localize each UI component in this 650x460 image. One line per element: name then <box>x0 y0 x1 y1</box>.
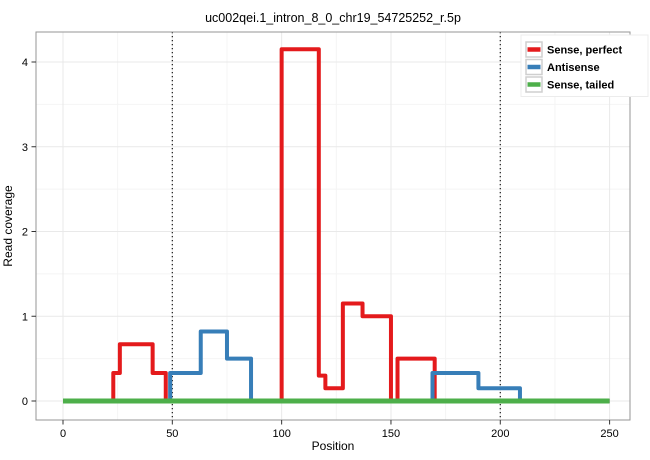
chart-title: uc002qei.1_intron_8_0_chr19_54725252_r.5… <box>205 11 461 25</box>
legend-item-antisense: Antisense <box>525 58 600 76</box>
x-axis-label: Position <box>312 439 355 453</box>
x-tick-label-150: 150 <box>382 428 400 440</box>
x-tick-label-200: 200 <box>491 428 509 440</box>
legend-label-sense-tailed: Sense, tailed <box>547 80 614 92</box>
plot-panel-border <box>35 31 631 421</box>
x-tick-label-50: 50 <box>166 428 178 440</box>
legend-item-sense-perfect: Sense, perfect <box>525 41 623 58</box>
y-tick-label-4: 4 <box>22 57 28 69</box>
y-tick-label-0: 0 <box>22 396 28 408</box>
x-tick-label-100: 100 <box>272 428 290 440</box>
legend-label-sense-perfect: Sense, perfect <box>547 45 623 57</box>
axis-ticks-layer: 0 50 100 150 200 250 0 1 2 3 4 <box>22 57 619 440</box>
annotation-vlines-layer <box>171 32 501 420</box>
y-tick-label-1: 1 <box>22 311 28 323</box>
legend-item-sense-tailed: Sense, tailed <box>525 76 614 93</box>
x-tick-label-250: 250 <box>600 428 618 440</box>
legend-label-antisense: Antisense <box>547 62 600 74</box>
series-layer <box>63 47 610 404</box>
x-tick-label-0: 0 <box>60 428 66 440</box>
legend: Sense, perfect Antisense Sense, tailed <box>520 34 649 97</box>
y-tick-label-3: 3 <box>22 142 28 154</box>
y-tick-label-2: 2 <box>22 227 28 239</box>
series-antisense <box>63 329 610 403</box>
y-axis-label: Read coverage <box>1 185 15 267</box>
